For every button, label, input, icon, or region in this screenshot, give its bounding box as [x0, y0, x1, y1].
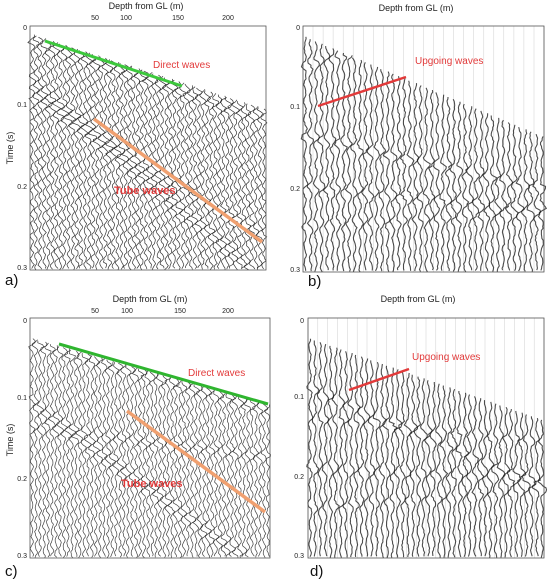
x-tick-a-150: 150	[172, 15, 184, 22]
x-ticks-a: 50 100 150 200	[91, 15, 234, 22]
panel-d: Depth from GL (m) 0 0.1 0.2 0.3 Upgoing …	[294, 294, 548, 580]
annotation-tube-waves-a: Tube waves	[114, 185, 176, 197]
seismic-traces-c	[28, 338, 271, 559]
x-axis-title-c: Depth from GL (m)	[113, 294, 188, 304]
y-tick-c-0.2: 0.2	[17, 476, 27, 483]
y-axis-title-a: Time (s)	[5, 132, 15, 165]
seismic-traces-d	[306, 318, 548, 559]
x-axis-title-a: Depth from GL (m)	[109, 1, 184, 11]
tube-wave-line-c	[125, 409, 267, 514]
x-tick-c-100: 100	[121, 308, 133, 315]
tube-wave-line-a	[92, 117, 264, 244]
direct-wave-line-c	[58, 342, 269, 406]
direct-wave-line-a	[44, 39, 183, 88]
panel-c: Depth from GL (m) 50 100 150 200 0 0.1 0…	[5, 294, 271, 580]
y-tick-c-0.1: 0.1	[17, 395, 27, 402]
y-ticks-b: 0 0.1 0.2 0.3	[290, 25, 300, 274]
panel-b-frame	[302, 25, 545, 273]
x-tick-a-200: 200	[222, 15, 234, 22]
y-tick-b-0.2: 0.2	[290, 186, 300, 193]
y-tick-b-0.1: 0.1	[290, 104, 300, 111]
y-ticks-c: 0 0.1 0.2 0.3	[17, 318, 27, 560]
panel-letter-a: a)	[5, 272, 18, 289]
panel-a-frame	[29, 25, 267, 271]
panel-b: Depth from GL (m) 0 0.1 0.2 0.3 Upgoing …	[290, 3, 548, 290]
y-tick-a-0.2: 0.2	[17, 184, 27, 191]
y-tick-a-0: 0	[23, 25, 27, 32]
x-tick-c-200: 200	[222, 308, 234, 315]
upgoing-wave-line-b	[317, 75, 407, 108]
x-tick-a-100: 100	[120, 15, 132, 22]
y-tick-d-0.2: 0.2	[294, 474, 304, 481]
upgoing-wave-line-d	[348, 367, 410, 392]
panel-letter-d: d)	[310, 563, 323, 580]
seismic-traces-a	[27, 34, 268, 271]
y-tick-d-0: 0	[300, 318, 304, 325]
panel-letter-c: c)	[5, 563, 18, 580]
y-tick-d-0.1: 0.1	[294, 394, 304, 401]
x-ticks-c: 50 100 150 200	[91, 308, 234, 315]
panel-a: Depth from GL (m) 50 100 150 200 0 0.1 0…	[5, 1, 268, 289]
x-axis-title-b: Depth from GL (m)	[379, 3, 454, 13]
x-tick-a-50: 50	[91, 15, 99, 22]
y-tick-b-0.3: 0.3	[290, 267, 300, 274]
y-ticks-a: 0 0.1 0.2 0.3	[17, 25, 27, 272]
annotation-tube-waves-c: Tube waves	[121, 478, 183, 490]
panel-d-frame	[307, 317, 545, 559]
y-tick-c-0: 0	[23, 318, 27, 325]
y-tick-a-0.3: 0.3	[17, 265, 27, 272]
panel-c-frame	[29, 317, 271, 559]
annotation-direct-waves-a: Direct waves	[153, 60, 210, 71]
y-tick-c-0.3: 0.3	[17, 553, 27, 560]
x-axis-title-d: Depth from GL (m)	[381, 294, 456, 304]
y-tick-a-0.1: 0.1	[17, 102, 27, 109]
annotation-direct-waves-c: Direct waves	[188, 368, 245, 379]
x-tick-c-150: 150	[174, 308, 186, 315]
y-tick-d-0.3: 0.3	[294, 553, 304, 560]
annotation-upgoing-waves-d: Upgoing waves	[412, 352, 480, 363]
panel-letter-b: b)	[308, 273, 321, 290]
seismic-traces-b	[300, 26, 548, 273]
y-tick-b-0: 0	[296, 25, 300, 32]
annotation-upgoing-waves-b: Upgoing waves	[415, 56, 483, 67]
x-tick-c-50: 50	[91, 308, 99, 315]
y-axis-title-c: Time (s)	[5, 424, 15, 457]
y-ticks-d: 0 0.1 0.2 0.3	[294, 318, 304, 560]
